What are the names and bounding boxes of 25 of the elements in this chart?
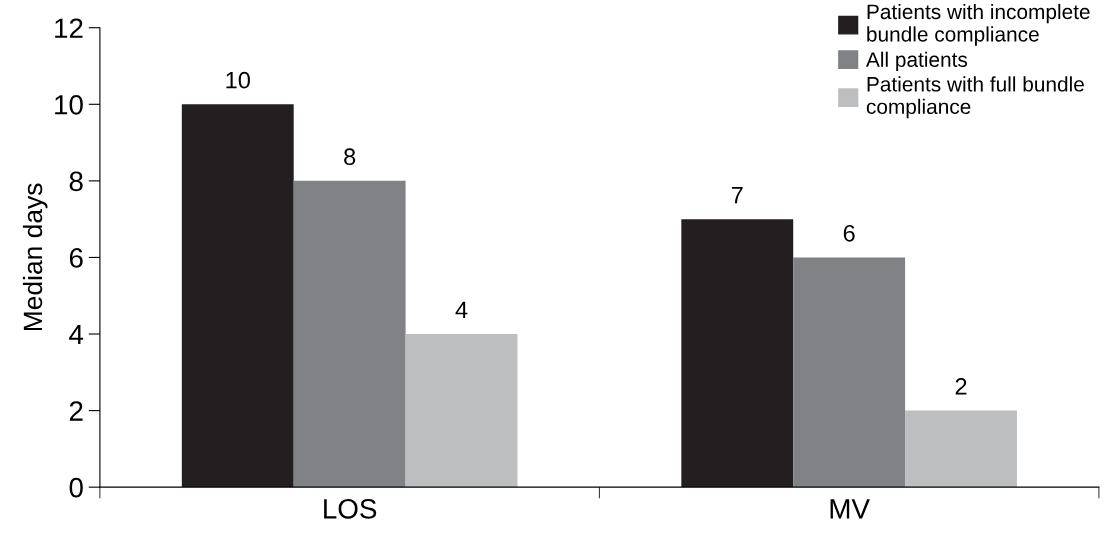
bar: [293, 180, 406, 488]
data-label: 8: [344, 148, 356, 166]
y-tick-label: 4: [69, 324, 84, 345]
x-tick-label: LOS: [324, 499, 377, 519]
data-label: 4: [455, 301, 468, 318]
legend-label: Patients with incomplete bundle compliance: [867, 3, 1090, 46]
bar: [181, 104, 294, 488]
bar: [405, 334, 518, 488]
y-tick-label: 8: [69, 171, 83, 192]
bar: [905, 410, 1017, 488]
y-tick-label: 10: [55, 94, 83, 115]
legend-label: Patients with full bundle compliance: [866, 76, 1084, 119]
data-label: 6: [843, 224, 855, 242]
y-tick-label: 6: [69, 248, 83, 268]
bar: [681, 219, 794, 488]
data-label: 7: [731, 186, 743, 204]
y-tick-label: 2: [69, 401, 83, 421]
x-tick-label: MV: [830, 499, 870, 519]
y-axis-title: Median days: [22, 183, 48, 331]
legend-label: All patients: [865, 51, 968, 72]
y-tick-label: 0: [69, 477, 83, 498]
data-label: 2: [955, 378, 967, 395]
y-tick-label: 12: [55, 18, 83, 38]
data-label: 10: [226, 71, 250, 89]
bar: [793, 257, 906, 488]
